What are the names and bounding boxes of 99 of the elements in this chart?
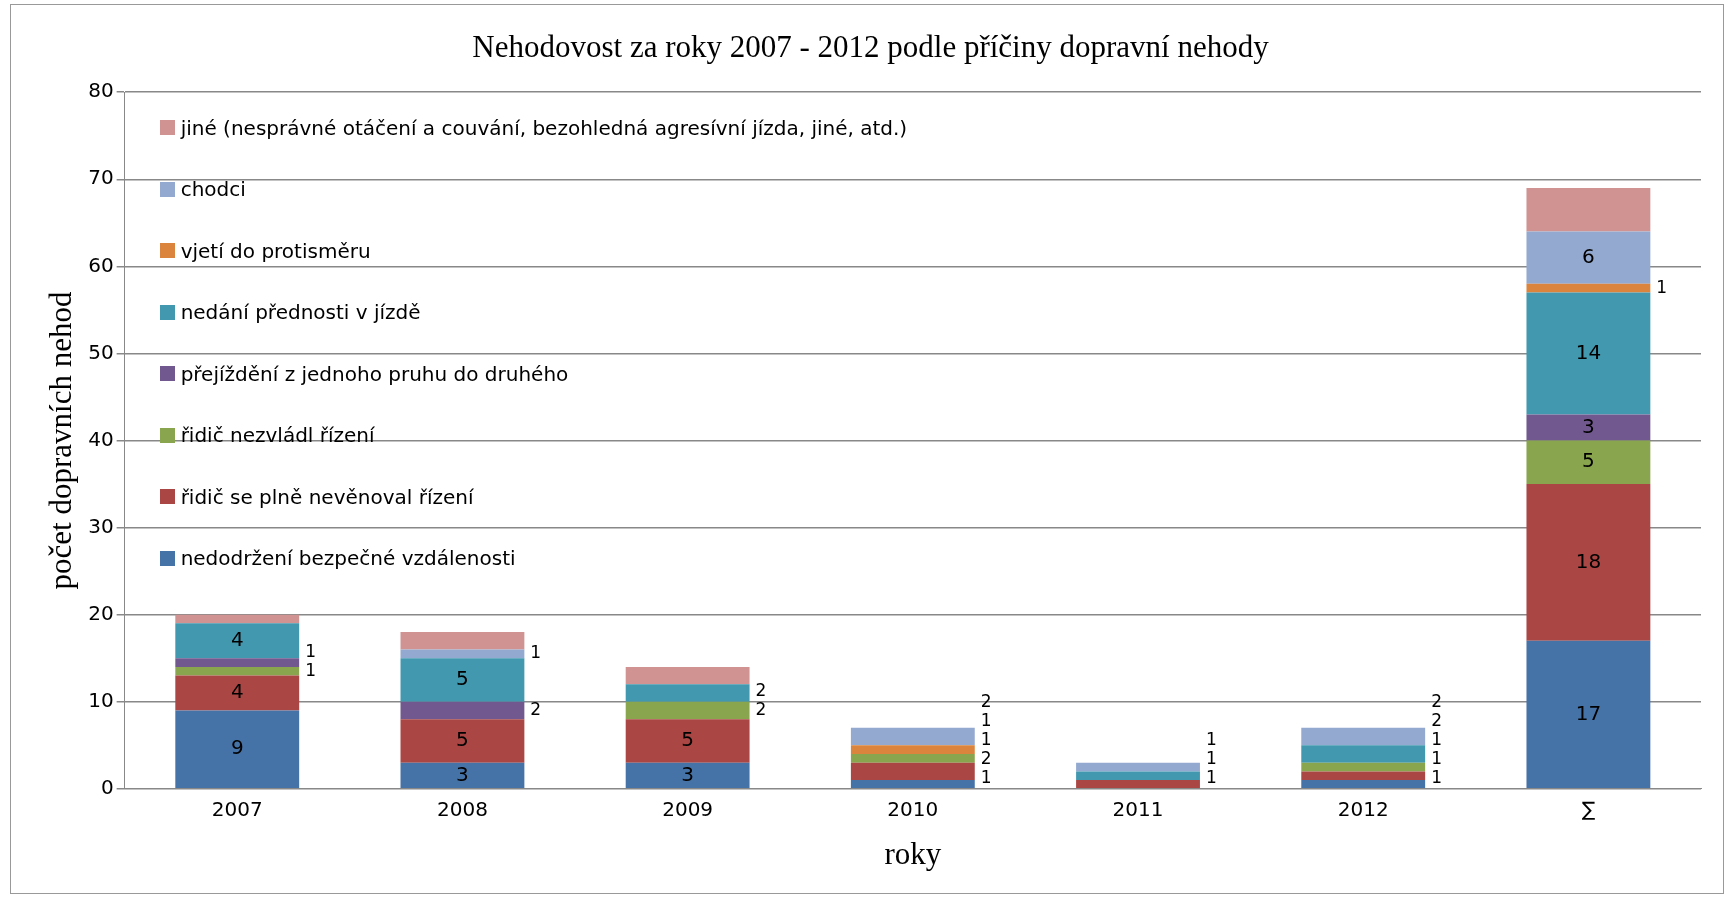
y-tick-label: 60 (88, 252, 114, 277)
legend-label: nedání přednosti v jízdě (180, 300, 421, 325)
bar (1526, 292, 1651, 415)
bar (1301, 771, 1426, 781)
x-tick-label: 2012 (1337, 797, 1389, 821)
legend-label: nedodržení bezpečné vzdálenosti (180, 546, 516, 571)
y-tick-label: 0 (100, 775, 114, 799)
data-label: 2 (1431, 710, 1442, 731)
bar (625, 719, 750, 763)
data-label: 2 (1431, 691, 1442, 712)
bar (625, 684, 750, 702)
data-label: 2 (980, 748, 992, 769)
data-label: 9 (230, 735, 244, 760)
x-tick-label: 2009 (662, 797, 714, 821)
chart-title: Nehodovost za roky 2007 - 2012 podle příčiny dopravní nehody (472, 28, 1270, 64)
data-label: 2 (755, 698, 767, 719)
data-label: 1 (1431, 748, 1442, 769)
data-label: 4 (230, 679, 244, 704)
data-label: 1 (530, 642, 542, 663)
bar (850, 780, 975, 789)
y-axis-title: počet dopravních nehod (42, 291, 78, 590)
bar (175, 614, 300, 624)
data-label: 2 (980, 691, 992, 712)
data-label: 5 (1582, 448, 1595, 473)
bar (400, 632, 525, 650)
legend-label: přejíždění z jednoho pruhu do druhého (180, 361, 569, 386)
bar (400, 658, 525, 702)
data-label: 5 (681, 727, 694, 752)
data-label: 5 (456, 727, 469, 752)
bar (1301, 762, 1426, 772)
bar (1526, 283, 1651, 293)
bar (175, 658, 300, 667)
legend-label: jiné (nesprávné otáčení a couvání, bezohledná agresívní jízda, jiné, atd.) (180, 115, 908, 140)
legend-label: řidič se plně nevěnoval řízení (180, 484, 474, 509)
legend-label: řidič nezvládl řízení (180, 423, 375, 448)
bar (1526, 414, 1651, 441)
bar (1526, 484, 1651, 641)
y-tick-label: 10 (88, 687, 114, 712)
data-label: 14 (1575, 339, 1602, 364)
data-label: 5 (456, 666, 469, 691)
data-label: 1 (1656, 276, 1668, 297)
y-tick-label: 50 (88, 339, 114, 364)
data-label: 3 (1582, 413, 1595, 438)
data-label: 1 (1205, 748, 1217, 769)
data-label: 3 (681, 761, 694, 786)
bar (400, 649, 525, 659)
data-label: 1 (980, 710, 992, 731)
data-label: 17 (1575, 700, 1602, 725)
bar (625, 762, 750, 789)
bar (175, 623, 300, 659)
x-tick-label: 2011 (1112, 797, 1164, 821)
y-tick-label: 20 (88, 600, 114, 625)
bar (1301, 727, 1426, 746)
x-tick-label: 2008 (436, 797, 488, 821)
bar (625, 666, 750, 685)
y-tick-label: 30 (88, 513, 114, 538)
legend-label: chodci (180, 177, 246, 202)
bar (1076, 771, 1200, 781)
bar (850, 727, 975, 746)
x-axis-title: roky (884, 835, 942, 871)
data-label: 1 (305, 659, 316, 680)
x-tick-label: 2010 (887, 797, 939, 821)
bar (400, 701, 525, 720)
bar (1526, 231, 1651, 284)
x-tick-label: 2007 (211, 797, 263, 821)
bar (1076, 780, 1200, 789)
bar (400, 719, 525, 763)
bar (850, 762, 975, 781)
y-tick-label: 80 (88, 78, 114, 103)
bar (1301, 780, 1426, 789)
bar (1526, 187, 1651, 232)
data-label: 1 (980, 767, 992, 788)
bar (175, 675, 300, 711)
data-label: 1 (1431, 729, 1442, 750)
bar (1076, 762, 1200, 772)
y-tick-label: 70 (88, 165, 114, 190)
bar (175, 666, 300, 676)
y-tick-label: 40 (88, 426, 114, 451)
data-label: 1 (1205, 729, 1217, 750)
bar (850, 753, 975, 763)
data-label: 6 (1582, 243, 1595, 268)
data-label: 3 (456, 761, 469, 786)
x-tick-label: ∑ (1581, 797, 1596, 821)
bar (850, 745, 975, 754)
bar (1526, 440, 1651, 485)
data-label: 1 (980, 729, 992, 750)
bar (400, 762, 525, 789)
data-label: 1 (1205, 767, 1217, 788)
bar (1301, 745, 1426, 763)
bar (625, 701, 750, 720)
data-label: 4 (230, 626, 244, 651)
data-label: 1 (1431, 767, 1442, 788)
data-label: 18 (1575, 548, 1602, 573)
bar (1526, 640, 1651, 789)
data-label: 2 (755, 679, 767, 700)
legend-label: vjetí do protisměru (180, 238, 371, 263)
data-label: 2 (530, 698, 542, 719)
data-label: 1 (305, 640, 316, 661)
bar (175, 710, 300, 789)
